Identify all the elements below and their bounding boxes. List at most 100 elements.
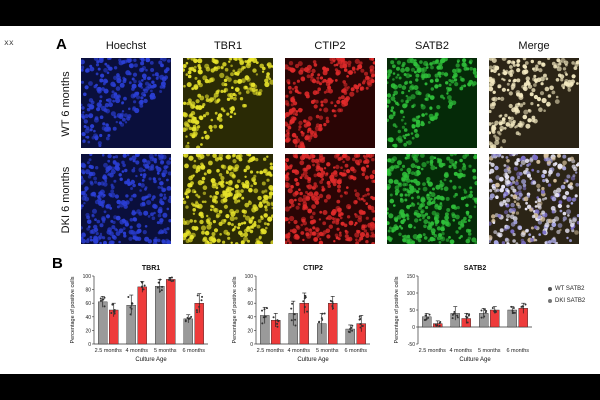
data-point xyxy=(99,299,102,302)
chart-ctip2: CTIP2 0 20 40 60 80 100 Percentage of positive … xyxy=(222,262,372,372)
chart-title: CTIP2 xyxy=(303,265,323,272)
x-tick-label: 4 months xyxy=(125,348,148,354)
data-point xyxy=(428,313,431,316)
data-point xyxy=(347,330,350,333)
y-axis-label: Percentage of positive cells xyxy=(232,276,238,343)
data-point xyxy=(453,312,456,315)
column-label-hoechst: Hoechst xyxy=(105,40,147,52)
data-point xyxy=(331,300,334,303)
y-tick-label: 50 xyxy=(409,308,415,314)
data-point xyxy=(196,294,199,297)
x-tick-label: 5 months xyxy=(478,348,501,354)
data-point xyxy=(294,318,297,321)
data-point xyxy=(524,303,527,306)
data-point xyxy=(276,325,279,328)
data-point xyxy=(423,319,426,322)
data-point xyxy=(294,324,297,327)
data-point xyxy=(141,286,144,289)
legend-dot-wt xyxy=(548,287,552,291)
y-tick-label: 80 xyxy=(247,288,253,294)
data-point xyxy=(143,284,146,287)
chart-legend: WT SATB2 DKI SATB2 xyxy=(548,286,585,310)
data-point xyxy=(167,278,170,281)
data-point xyxy=(129,313,132,316)
micrograph-ctip2-row-1 xyxy=(285,58,375,148)
data-point xyxy=(513,311,516,314)
x-tick-label: 2.5 months xyxy=(257,348,284,354)
y-tick-label: 100 xyxy=(83,274,92,280)
data-point xyxy=(318,320,321,323)
panel-a-letter: A xyxy=(56,36,67,53)
x-tick-label: 4 months xyxy=(287,348,310,354)
data-point xyxy=(261,309,264,312)
data-point xyxy=(480,316,483,319)
x-axis-label: Culture Age xyxy=(297,357,329,363)
legend-item-dki: DKI SATB2 xyxy=(548,298,585,304)
data-point xyxy=(272,316,275,319)
bar xyxy=(155,286,165,345)
chart-svg: TBR1 0 20 40 60 80 100 Percentage of positive c… xyxy=(70,265,208,363)
data-point xyxy=(157,281,160,284)
data-point xyxy=(99,297,102,300)
micrograph-tbr1-row-1 xyxy=(183,58,273,148)
x-tick-label: 6 months xyxy=(344,348,367,354)
row-label-dki: DKI 6 months xyxy=(60,166,72,234)
data-point xyxy=(350,326,353,329)
data-point xyxy=(156,286,159,289)
micrograph-ctip2-row-2 xyxy=(285,154,375,244)
y-tick-label: 100 xyxy=(245,274,254,280)
data-point xyxy=(293,313,296,316)
x-tick-label: 5 months xyxy=(154,348,177,354)
data-point xyxy=(320,317,323,320)
data-point xyxy=(483,315,486,318)
data-point xyxy=(161,285,164,288)
data-point xyxy=(359,326,362,329)
data-point xyxy=(103,305,106,308)
data-point xyxy=(159,278,162,281)
data-point xyxy=(332,302,335,305)
column-label-tbr1: TBR1 xyxy=(213,40,243,52)
data-point xyxy=(358,318,361,321)
bar xyxy=(166,279,176,345)
data-point xyxy=(512,307,515,310)
data-point xyxy=(349,328,352,331)
data-point xyxy=(511,309,514,312)
legend-label-wt: WT SATB2 xyxy=(555,286,585,292)
y-axis-label: Percentage of positive cells xyxy=(70,276,76,343)
data-point xyxy=(276,319,279,322)
micrograph-satb2-row-2 xyxy=(387,154,477,244)
data-point xyxy=(196,311,199,314)
column-label-ctip2: CTIP2 xyxy=(314,40,346,52)
legend-dot-dki xyxy=(548,299,552,303)
x-tick-label: 6 months xyxy=(182,348,205,354)
data-point xyxy=(321,318,324,321)
chart-title: TBR1 xyxy=(142,265,160,272)
chart-tbr1: TBR1 0 20 40 60 80 100 Percentage of positive c… xyxy=(60,262,210,372)
data-point xyxy=(323,312,326,315)
data-point xyxy=(332,307,335,310)
data-point xyxy=(129,306,132,309)
x-tick-label: 2.5 months xyxy=(95,348,122,354)
y-tick-label: 40 xyxy=(247,315,253,321)
y-tick-label: 60 xyxy=(85,301,91,307)
x-tick-label: 4 months xyxy=(449,348,472,354)
x-tick-label: 6 months xyxy=(506,348,529,354)
data-point xyxy=(351,324,354,327)
y-tick-label: 0 xyxy=(88,342,91,348)
data-point xyxy=(264,315,267,318)
data-point xyxy=(263,308,266,311)
x-axis-label: Culture Age xyxy=(135,357,167,363)
data-point xyxy=(198,305,201,308)
data-point xyxy=(331,304,334,307)
y-tick-label: 0 xyxy=(412,325,415,331)
data-point xyxy=(465,312,468,315)
data-point xyxy=(127,295,130,298)
micrograph-merge-row-1 xyxy=(489,58,579,148)
data-point xyxy=(262,316,265,319)
data-point xyxy=(306,310,309,313)
data-point xyxy=(424,314,427,317)
data-point xyxy=(511,312,514,315)
bar xyxy=(137,286,147,345)
data-point xyxy=(453,310,456,313)
data-point xyxy=(456,316,459,319)
